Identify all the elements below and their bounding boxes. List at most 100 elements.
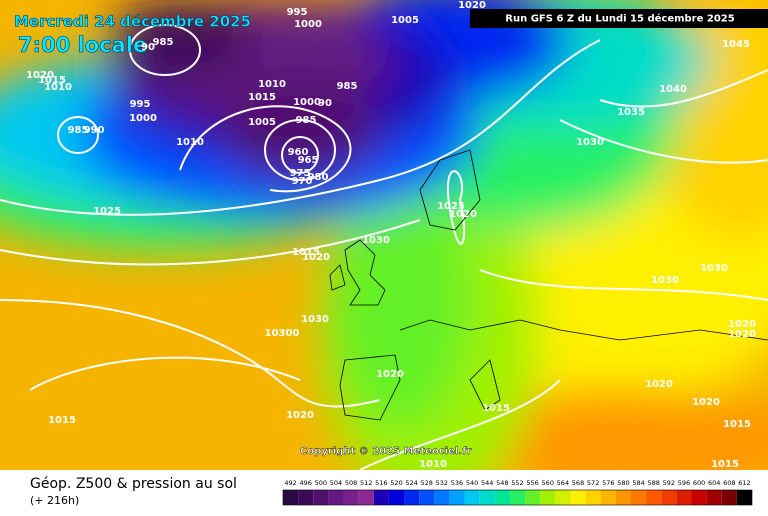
scale-swatch (600, 490, 616, 505)
run-label: Run GFS 6 Z du Lundi 15 décembre 2025 (505, 13, 734, 25)
scale-label: 584 (632, 479, 644, 487)
scale-label: 580 (617, 479, 629, 487)
scale-label: 500 (315, 479, 327, 487)
isobar-label: 1015 (292, 247, 320, 258)
scale-swatch (449, 490, 465, 505)
isobar-label: 1030 (301, 314, 329, 325)
scale-swatch (373, 490, 389, 505)
scale-label: 548 (496, 479, 508, 487)
isobar-label: 960 (288, 147, 309, 158)
coastlines (329, 149, 768, 421)
scale-swatch (615, 490, 631, 505)
scale-swatch (464, 490, 480, 505)
scale-label: 576 (602, 479, 614, 487)
scale-label: 520 (390, 479, 402, 487)
isobar-label: 1010 (44, 82, 72, 93)
scale-label: 552 (511, 479, 523, 487)
isobar-label: 1015 (723, 419, 751, 430)
isobar-label: 1010 (176, 137, 204, 148)
scale-label: 496 (299, 479, 311, 487)
scale-swatch (646, 490, 662, 505)
isobar-label: 90 (318, 98, 332, 109)
scale-label: 516 (375, 479, 387, 487)
isobar-label: 1030 (362, 235, 390, 246)
scale-swatch (404, 490, 420, 505)
scale-label: 512 (360, 479, 372, 487)
isobar-label: 1015 (711, 459, 739, 470)
isobar-label: 985 (153, 37, 174, 48)
scale-swatch (313, 490, 329, 505)
isobar-label: 985 (337, 81, 358, 92)
isobar-label: 1025 (437, 201, 465, 212)
isobar-label: 1015 (38, 75, 66, 86)
scale-swatch (706, 490, 722, 505)
footer-title: Géop. Z500 & pression au sol (30, 476, 237, 492)
isobar-label: 1035 (617, 107, 645, 118)
isobar-label: 1020 (458, 0, 486, 11)
scale-label: 564 (557, 479, 569, 487)
date-label: Mercredi 24 décembre 2025 (14, 13, 251, 31)
scale-label: 532 (436, 479, 448, 487)
scale-swatch (479, 490, 495, 505)
scale-label: 556 (526, 479, 538, 487)
isobar-label: 1020 (286, 410, 314, 421)
isobar-label: 1040 (659, 84, 687, 95)
scale-swatch (434, 490, 450, 505)
scale-swatch (525, 490, 541, 505)
scale-label: 544 (481, 479, 493, 487)
time-label: 7:00 locale (18, 33, 147, 57)
isobar-label: 1030 (651, 275, 679, 286)
isobar-label: 1000 (129, 113, 157, 124)
scale-label: 492 (284, 479, 296, 487)
isobar-label: 1010 (419, 459, 447, 470)
copyright: Copyright © 2025 Meteociel.fr (300, 446, 471, 457)
scale-swatch (691, 490, 707, 505)
scale-label: 504 (330, 479, 342, 487)
isobar-label: 10300 (265, 328, 300, 339)
scale-label: 560 (542, 479, 554, 487)
isobar-label: 995 (287, 7, 308, 18)
isobar-label: 980 (308, 172, 329, 183)
scale-swatch (328, 490, 344, 505)
isobar-label: 985 (68, 125, 89, 136)
isobar-label: 970 (292, 176, 313, 187)
scale-label: 568 (572, 479, 584, 487)
isobar-label: 965 (298, 155, 319, 166)
scale-label: 536 (451, 479, 463, 487)
isobar-label: 1015 (482, 403, 510, 414)
scale-swatch (721, 490, 737, 505)
scale-label: 528 (421, 479, 433, 487)
isobar-label: 1020 (26, 70, 54, 81)
isobar-label: 1020 (302, 252, 330, 263)
scale-label: 540 (466, 479, 478, 487)
scale-label: 604 (708, 479, 720, 487)
isobar-label: 1015 (48, 415, 76, 426)
scale-swatch (509, 490, 526, 505)
scale-frame (282, 489, 753, 506)
scale-swatch (676, 490, 692, 505)
scale-swatch (283, 490, 299, 505)
isobar-label: 1030 (700, 263, 728, 274)
isobars (0, 24, 768, 470)
isobar-label: 1020 (728, 319, 756, 330)
scale-swatch (585, 490, 601, 505)
isobar-label: 1045 (722, 39, 750, 50)
isobar-label: 1000 (293, 97, 321, 108)
isobar-label: 1005 (248, 117, 276, 128)
scale-label: 572 (587, 479, 599, 487)
scale-label: 612 (738, 479, 750, 487)
scale-swatch (555, 490, 571, 505)
scale-label: 524 (405, 479, 417, 487)
scale-swatch (540, 490, 556, 505)
isobar-label: 1030 (576, 137, 604, 148)
scale-label: 608 (723, 479, 735, 487)
isobar-label: 1010 (258, 79, 286, 90)
isobar-label: 1020 (692, 397, 720, 408)
isobar-label: 975 (290, 168, 311, 179)
scale-swatch (419, 490, 435, 505)
scale-label: 600 (693, 479, 705, 487)
run-box (470, 9, 768, 28)
scale-label: 596 (678, 479, 690, 487)
